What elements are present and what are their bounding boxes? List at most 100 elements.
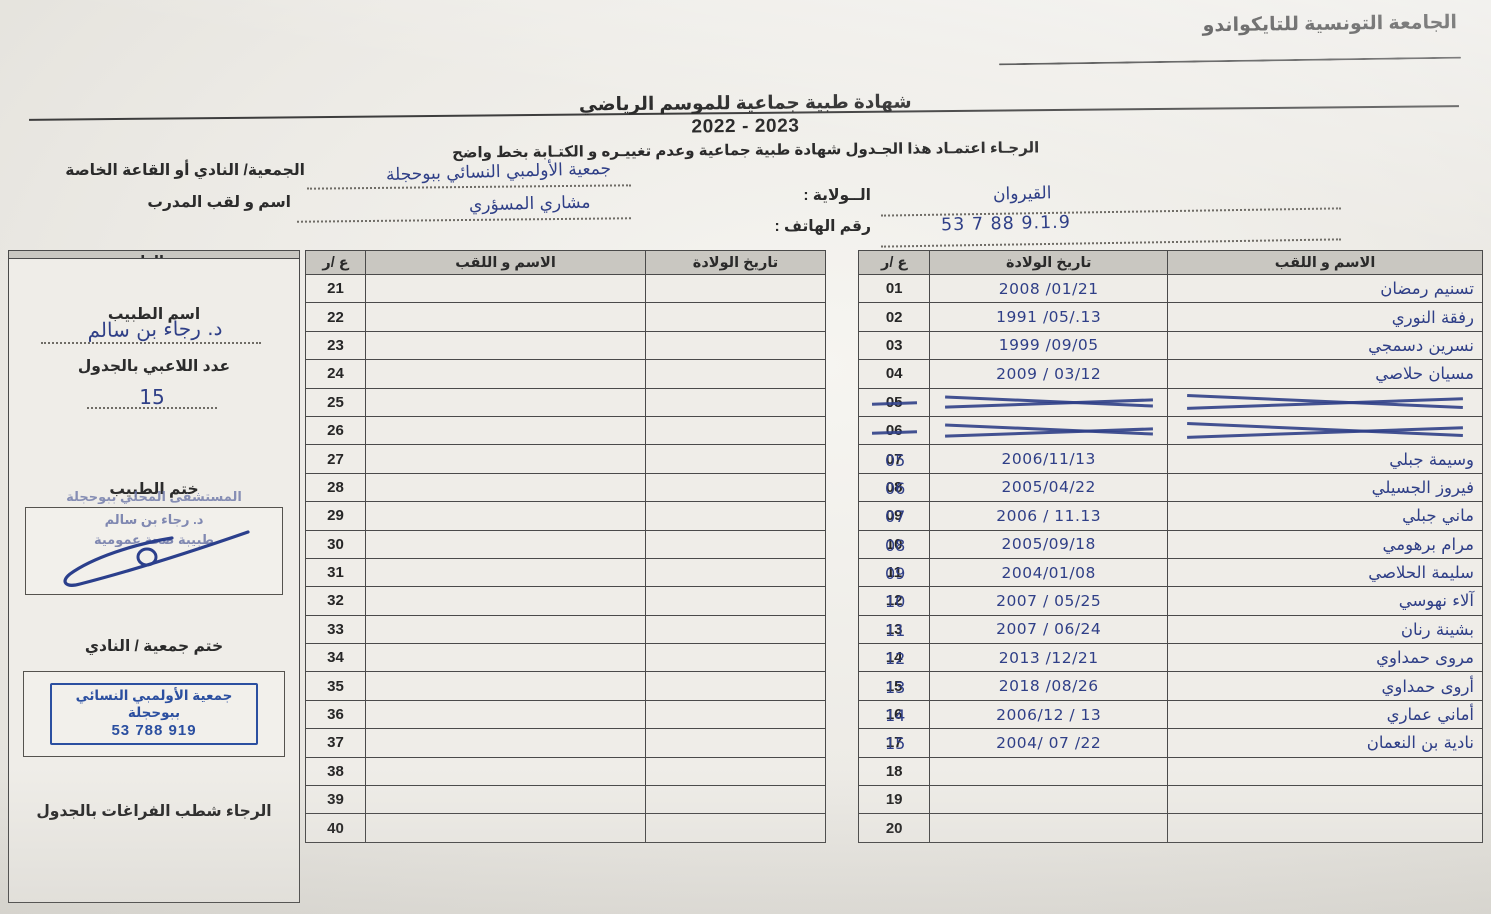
cell-dob[interactable] xyxy=(929,387,1169,417)
cell-dob[interactable] xyxy=(929,785,1169,815)
cell-name[interactable] xyxy=(1167,387,1483,417)
cell-name[interactable]: مرام برهومي xyxy=(1167,529,1483,559)
cell-dob[interactable]: 2006/11/13 xyxy=(929,444,1169,474)
cell-dob[interactable] xyxy=(645,643,826,673)
cell-name[interactable] xyxy=(1167,415,1483,446)
cell-dob[interactable]: 2005/04/22 xyxy=(929,472,1169,503)
cell-name[interactable] xyxy=(365,444,646,474)
table-row: مروى حمداوي 2013 /12/21 14 12 xyxy=(857,643,1483,673)
cell-dob[interactable] xyxy=(929,415,1169,446)
cell-dob[interactable] xyxy=(645,699,826,730)
printed-row-number: 32 xyxy=(327,592,344,610)
doctor-name-value[interactable]: د. رجاء بن سالم xyxy=(87,315,223,343)
cell-name[interactable] xyxy=(365,501,646,531)
cell-dob[interactable]: 2008 /01/21 xyxy=(929,273,1169,304)
cell-dob[interactable] xyxy=(929,756,1169,787)
cell-dob[interactable] xyxy=(645,501,826,531)
cell-name[interactable] xyxy=(365,529,646,559)
cell-dob[interactable] xyxy=(645,472,826,503)
printed-row-number: 17 xyxy=(885,734,903,752)
coach-field-value[interactable]: مشاري المسؤري xyxy=(469,192,592,216)
cell-name[interactable]: مروى حمداوي xyxy=(1167,643,1483,673)
cell-dob[interactable] xyxy=(645,529,826,559)
cell-name[interactable] xyxy=(365,614,646,645)
cell-name[interactable] xyxy=(1167,785,1483,815)
cell-dob[interactable] xyxy=(645,614,826,645)
cell-dob[interactable]: 2007 / 06/24 xyxy=(929,614,1169,645)
cell-name[interactable] xyxy=(365,330,646,361)
cell-name[interactable] xyxy=(365,699,646,730)
dob-handwriting: 2005/09/18 xyxy=(1001,535,1096,554)
cell-dob[interactable] xyxy=(645,785,826,815)
cell-row-number: 36 xyxy=(305,699,366,730)
cell-name[interactable] xyxy=(365,472,646,503)
cell-dob[interactable]: 2005/09/18 xyxy=(929,529,1169,559)
cell-name[interactable]: تسنيم رمضان xyxy=(1167,273,1483,304)
cell-name[interactable]: نادية بن النعمان xyxy=(1167,728,1483,758)
cell-dob[interactable] xyxy=(645,756,826,787)
cell-name[interactable]: وسيمة جبلي xyxy=(1167,444,1483,474)
cell-name[interactable] xyxy=(365,586,646,616)
cell-dob[interactable] xyxy=(645,273,826,304)
cell-name[interactable]: سليمة الحلاصي xyxy=(1167,557,1483,588)
cell-name[interactable] xyxy=(365,359,646,389)
cell-dob[interactable] xyxy=(645,671,826,701)
cell-name[interactable] xyxy=(365,728,646,758)
cell-name[interactable]: آلاء نهوسي xyxy=(1167,586,1483,616)
cell-name[interactable] xyxy=(365,813,646,843)
cell-dob[interactable]: 2006 / 11.13 xyxy=(929,501,1169,531)
dob-handwriting: 2006/11/13 xyxy=(1001,450,1096,469)
cell-dob[interactable]: 1999 /09/05 xyxy=(929,330,1169,361)
cell-dob[interactable] xyxy=(645,415,826,446)
cell-dob[interactable] xyxy=(645,813,826,843)
cell-dob[interactable] xyxy=(645,728,826,758)
cell-name[interactable] xyxy=(365,557,646,588)
table-row: 05 xyxy=(857,387,1483,417)
printed-row-number: 38 xyxy=(327,762,344,780)
cell-name[interactable]: فيروز الجسيلي xyxy=(1167,472,1483,503)
club-field-value[interactable]: جمعية الأولمبي النسائي ببوحجلة xyxy=(385,158,612,186)
printed-row-number: 07 xyxy=(885,450,903,468)
cell-dob[interactable] xyxy=(645,444,826,474)
cell-dob[interactable] xyxy=(929,813,1169,843)
cell-name[interactable] xyxy=(365,756,646,787)
cell-dob[interactable]: 1991 /05/.13 xyxy=(929,302,1169,332)
cell-dob[interactable] xyxy=(645,387,826,417)
cell-dob[interactable]: 2009 / 03/12 xyxy=(929,359,1169,389)
cell-name[interactable] xyxy=(365,387,646,417)
cell-name[interactable] xyxy=(365,785,646,815)
cell-name[interactable]: مسيان حلاصي xyxy=(1167,359,1483,389)
cell-name[interactable]: أروى حمداوي xyxy=(1167,671,1483,701)
cell-dob[interactable] xyxy=(645,330,826,361)
cell-name[interactable]: أماني عماري xyxy=(1167,699,1483,730)
cell-name[interactable] xyxy=(1167,756,1483,787)
cell-name[interactable]: بشينة رنان xyxy=(1167,614,1483,645)
cell-name[interactable] xyxy=(365,671,646,701)
cell-dob[interactable]: 2004/01/08 xyxy=(929,557,1169,588)
phone-field-value[interactable]: 53 7 88 9.1.9 xyxy=(940,212,1072,236)
table-header-row: الاسم و اللقب تاريخ الولادة ع /ر xyxy=(857,250,1483,275)
cell-dob[interactable]: 2013 /12/21 xyxy=(929,643,1169,673)
cell-dob[interactable]: 2006/12 / 13 xyxy=(929,699,1169,730)
cell-name[interactable] xyxy=(365,273,646,304)
cell-dob[interactable] xyxy=(645,359,826,389)
cell-dob[interactable] xyxy=(645,586,826,616)
table-header-row: تاريخ الولادة الاسم و اللقب ع /ر xyxy=(305,250,826,275)
cell-dob[interactable] xyxy=(645,302,826,332)
handwritten-row-number: 09 xyxy=(884,564,906,584)
table-row: 30 xyxy=(305,529,826,559)
cell-dob[interactable]: 2018 /08/26 xyxy=(929,671,1169,701)
table-row: وسيمة جبلي 2006/11/13 07 05 xyxy=(857,444,1483,474)
cell-dob[interactable]: 2007 / 05/25 xyxy=(929,586,1169,616)
state-field-value[interactable]: القيروان xyxy=(992,183,1052,205)
cell-name[interactable] xyxy=(365,302,646,332)
cell-name[interactable] xyxy=(365,643,646,673)
cell-name[interactable] xyxy=(1167,813,1483,843)
cell-name[interactable]: رفقة النوري xyxy=(1167,302,1483,332)
cell-name[interactable]: نسرين دسمجي xyxy=(1167,330,1483,361)
cell-dob[interactable]: 2004/ 07 /22 xyxy=(929,728,1169,758)
players-count-value[interactable]: 15 xyxy=(139,385,165,409)
cell-name[interactable] xyxy=(365,415,646,446)
cell-name[interactable]: ماني جبلي xyxy=(1167,501,1483,531)
cell-dob[interactable] xyxy=(645,557,826,588)
